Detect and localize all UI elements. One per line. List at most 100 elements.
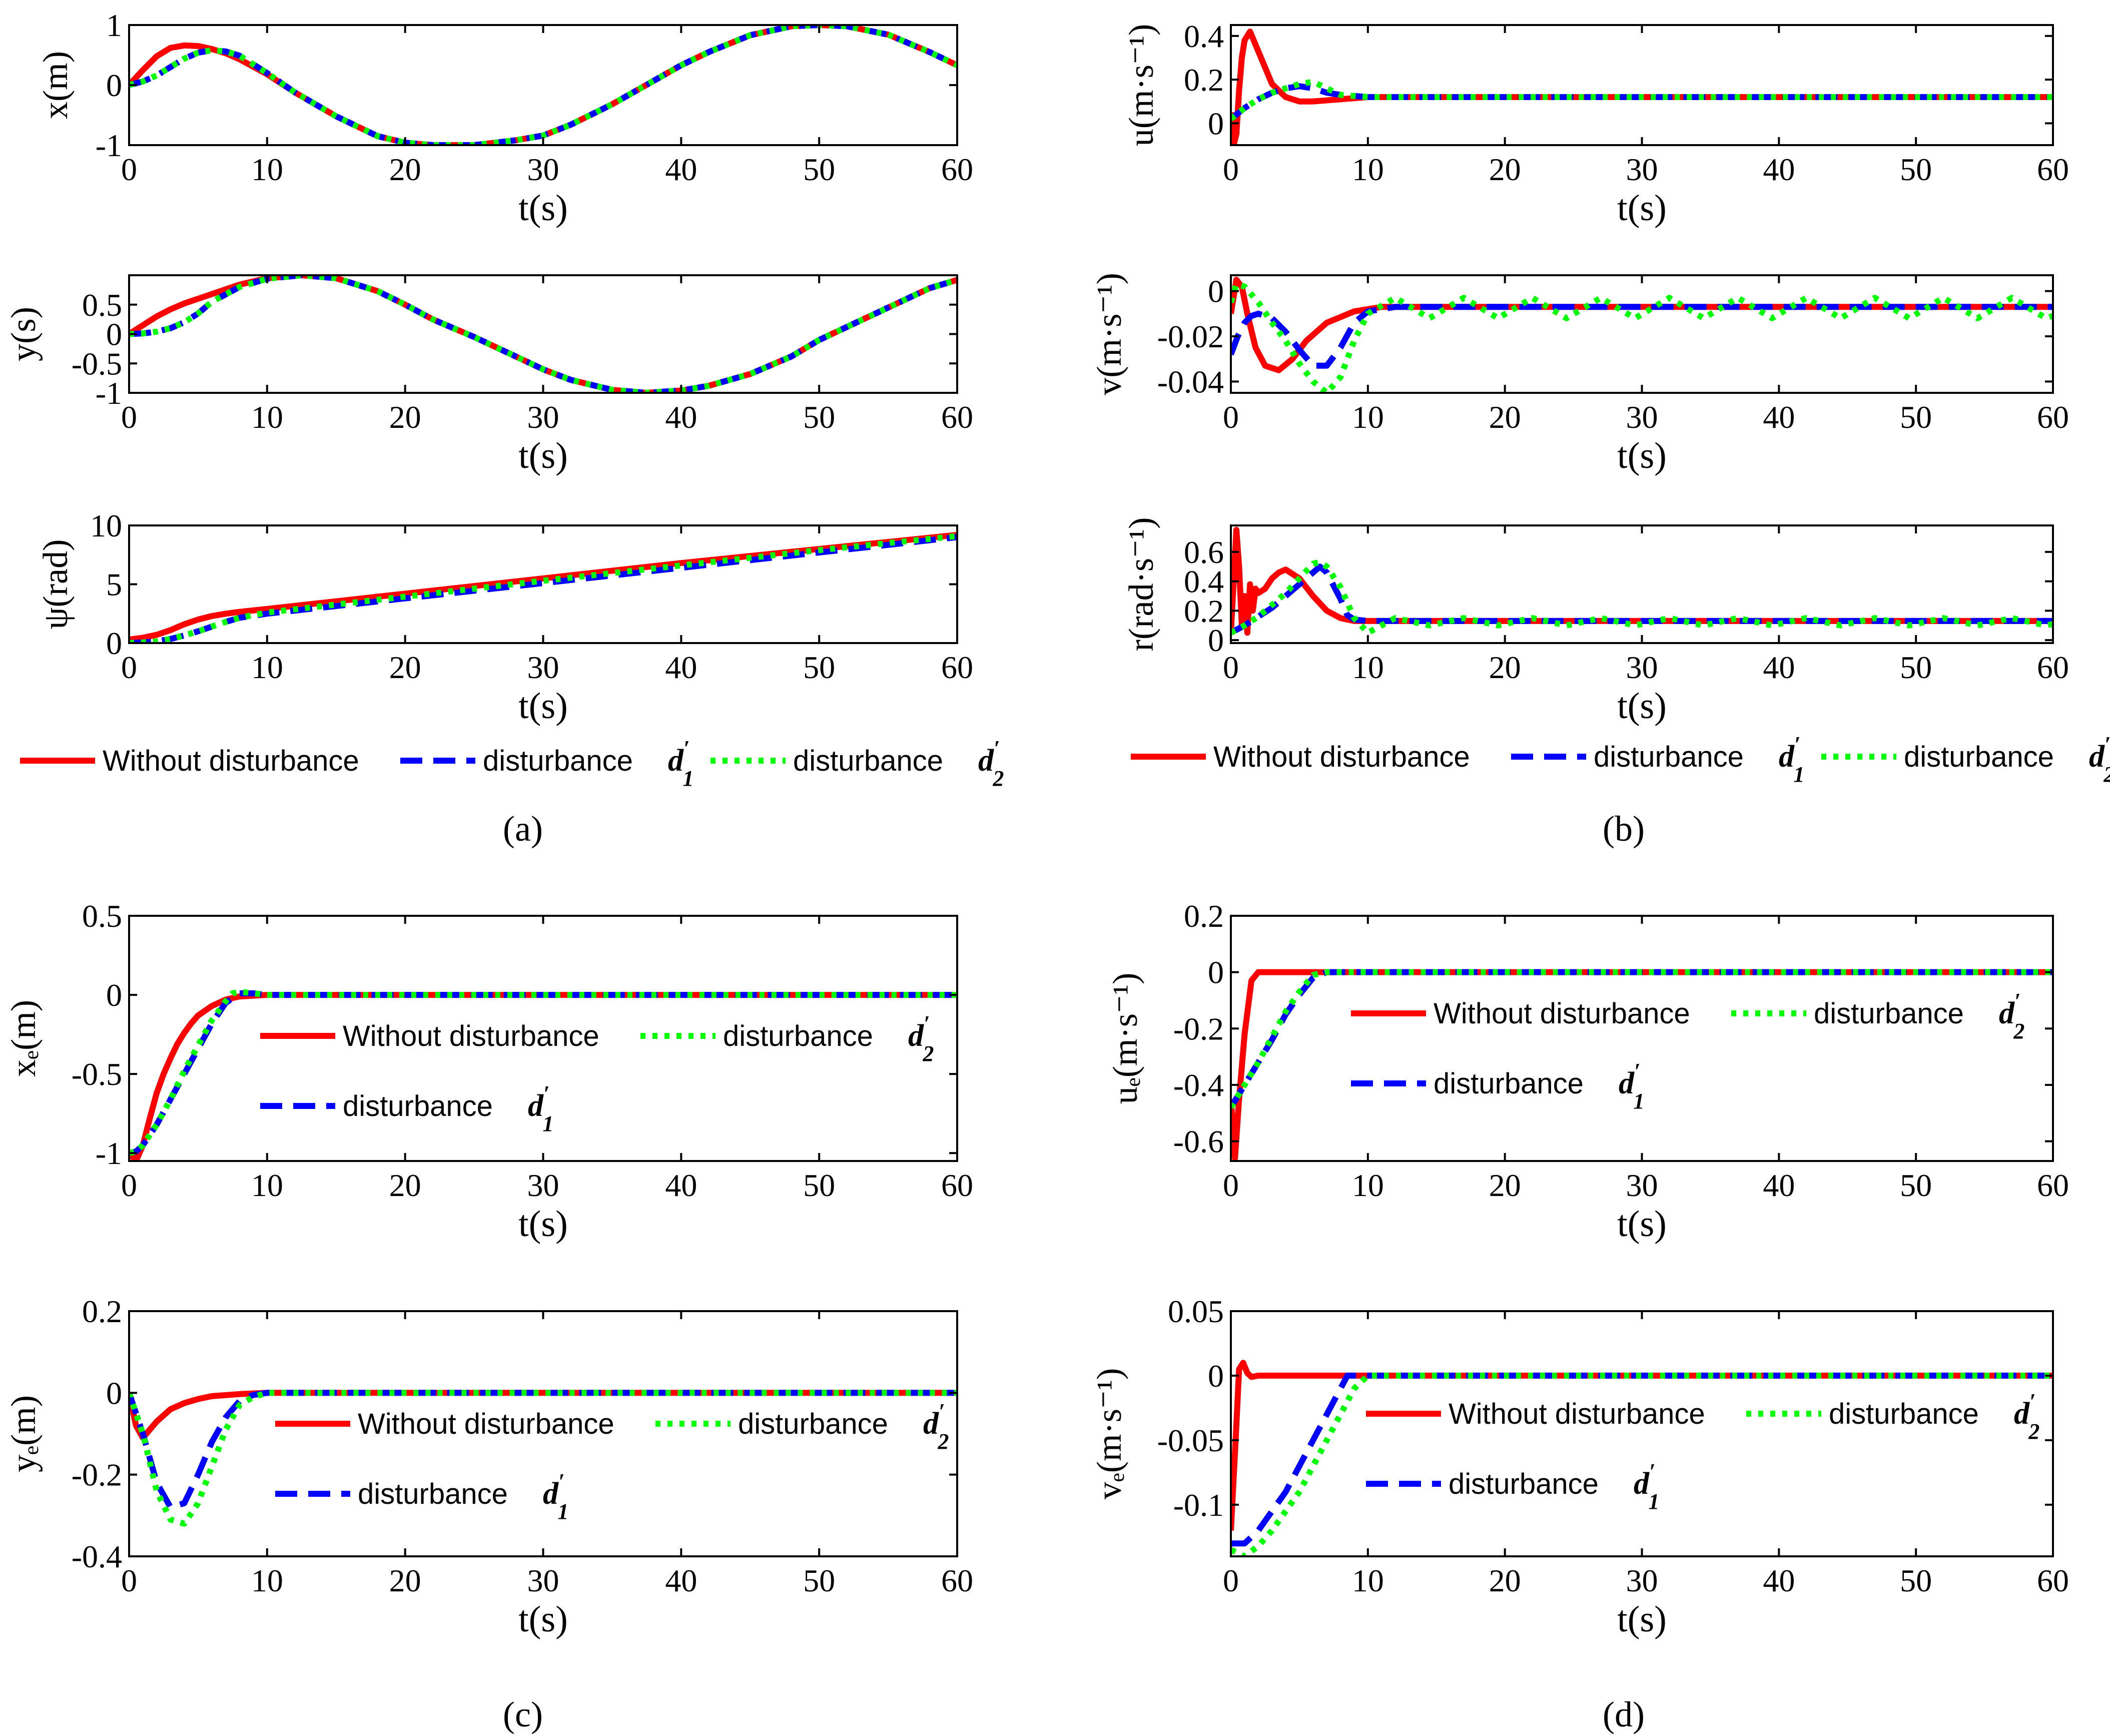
legend-symbol: d′ 1 <box>1779 732 1804 787</box>
x-tick-label: 60 <box>941 1168 973 1203</box>
legend-label: disturbance <box>1434 1067 1584 1100</box>
axes-frame <box>1230 1310 2054 1557</box>
x-tick-label: 20 <box>389 1168 421 1203</box>
series-line-d1 <box>1231 304 2053 369</box>
panel-label: (d) <box>1603 1694 1645 1734</box>
x-tick-label: 60 <box>2037 152 2069 187</box>
series-line-d2 <box>1231 281 2053 393</box>
axes-frame <box>128 524 958 644</box>
legend-label: disturbance <box>793 745 943 777</box>
legend-label: disturbance <box>358 1478 508 1510</box>
x-tick-label: 10 <box>251 152 283 187</box>
legend-inset-0: Without disturbance disturbance d′ 2 disturb… <box>260 1011 934 1136</box>
x-tick-label: 40 <box>1763 1168 1795 1203</box>
x-tick-label: 30 <box>527 1168 559 1203</box>
x-tick-label: 40 <box>665 152 697 187</box>
y-tick-label: 0.5 <box>82 287 122 323</box>
x-axis-label: t(s) <box>518 435 568 476</box>
x-axis-label: t(s) <box>1617 188 1667 229</box>
series-line-d1 <box>1231 1372 2053 1547</box>
y-tick-label: -0.04 <box>1157 364 1224 399</box>
x-tick-label: 50 <box>1900 399 1932 435</box>
y-tick-label: -0.4 <box>1173 1067 1224 1103</box>
y-tick-label: -1 <box>96 128 122 163</box>
x-tick-label: 50 <box>803 1168 835 1203</box>
x-tick-label: 20 <box>389 650 421 685</box>
legend-label: disturbance <box>483 745 633 777</box>
legend-symbol: d′2 <box>1999 989 2024 1043</box>
series-line-d2 <box>129 533 957 643</box>
x-tick-label: 60 <box>2037 1563 2069 1598</box>
series-line-without <box>129 25 957 145</box>
x-tick-label: 0 <box>121 1168 137 1203</box>
y-tick-label: 0.5 <box>82 898 122 934</box>
x-tick-label: 0 <box>1223 1168 1239 1203</box>
x-tick-label: 30 <box>527 1563 559 1598</box>
legend-label: disturbance <box>1594 741 1744 773</box>
legend-symbol: d′2 <box>908 1011 934 1066</box>
series-line-d2 <box>1231 1372 2053 1556</box>
legend-label: Without disturbance <box>103 745 359 777</box>
axes-frame <box>128 24 958 146</box>
legend-row-a: Without disturbance disturbance d′ 1 disturb… <box>20 736 1004 791</box>
series-line-d2 <box>1231 969 2053 1109</box>
series-line-d1 <box>129 1390 957 1510</box>
y-tick-label: 0 <box>1208 1358 1224 1394</box>
series-line-d1 <box>129 25 957 145</box>
x-tick-label: 20 <box>1489 399 1521 435</box>
legend-symbol: d′ 1 <box>528 1081 553 1136</box>
y-tick-label: -0.05 <box>1157 1423 1224 1458</box>
y-tick-label: -1 <box>96 375 122 411</box>
legend-inset-2: Without disturbance disturbance d′ 2 disturb… <box>1351 989 2024 1113</box>
x-axis-label: t(s) <box>518 1204 568 1245</box>
x-tick-label: 30 <box>1626 650 1658 685</box>
series-line-d1 <box>1231 83 2053 122</box>
x-tick-label: 60 <box>2037 650 2069 685</box>
y-axis-label: vₑ(m·s⁻¹) <box>1090 1368 1129 1500</box>
x-tick-label: 20 <box>1489 1563 1521 1598</box>
chart-ye: 0 10 20 30 40 50 60 -0.4 -0.2 0 0.2 t(s) yₑ(m) <box>5 1294 973 1640</box>
y-tick-label: 0 <box>1208 274 1224 309</box>
series-line-without <box>1231 29 2053 145</box>
x-tick-label: 10 <box>1352 1563 1384 1598</box>
series-line-without <box>1231 1360 2053 1531</box>
x-tick-label: 50 <box>1900 1168 1932 1203</box>
y-tick-label: 0 <box>106 1375 122 1411</box>
x-tick-label: 60 <box>2037 1168 2069 1203</box>
x-tick-label: 50 <box>803 650 835 685</box>
x-tick-label: 30 <box>1626 1168 1658 1203</box>
x-tick-label: 0 <box>1223 152 1239 187</box>
series-line-without <box>129 275 957 393</box>
x-axis-label: t(s) <box>518 188 568 229</box>
y-tick-label: 0 <box>106 68 122 103</box>
x-tick-label: 40 <box>665 1168 697 1203</box>
legend-label: Without disturbance <box>1449 1398 1705 1430</box>
x-tick-label: 0 <box>121 650 137 685</box>
y-axis-label: x(m) <box>37 51 75 119</box>
y-tick-label: 0.2 <box>1184 62 1224 98</box>
series-line-d2 <box>1231 79 2053 122</box>
legend-label: Without disturbance <box>1213 741 1470 773</box>
legend-symbol: d′2 <box>978 736 1004 791</box>
legend-label: disturbance <box>1829 1398 1979 1430</box>
series-line-without <box>129 531 957 643</box>
y-tick-label: 0 <box>1208 955 1224 990</box>
x-tick-label: 50 <box>803 399 835 435</box>
x-tick-label: 30 <box>527 399 559 435</box>
x-tick-label: 10 <box>1352 399 1384 435</box>
x-tick-label: 10 <box>251 1563 283 1598</box>
x-tick-label: 50 <box>803 1563 835 1598</box>
series-line-without <box>1231 969 2053 1161</box>
axes-frame <box>1230 274 2054 394</box>
chart-y: 0 10 20 30 40 50 60-1-0.500.5t(s)y(s) <box>5 274 973 476</box>
x-tick-label: 60 <box>2037 399 2069 435</box>
legend-label: disturbance <box>343 1090 493 1122</box>
x-tick-label: 30 <box>1626 399 1658 435</box>
y-tick-label: -0.02 <box>1157 319 1224 354</box>
y-axis-label: yₑ(m) <box>5 1395 43 1472</box>
chart-v: 0 10 20 30 40 50 60 -0.04 -0.02 0 t(s) v(m·s⁻¹) <box>1090 273 2069 476</box>
axes-frame <box>1230 24 2054 146</box>
legend-symbol: d′2 <box>2089 732 2110 787</box>
y-tick-label: 0.05 <box>1168 1294 1224 1329</box>
